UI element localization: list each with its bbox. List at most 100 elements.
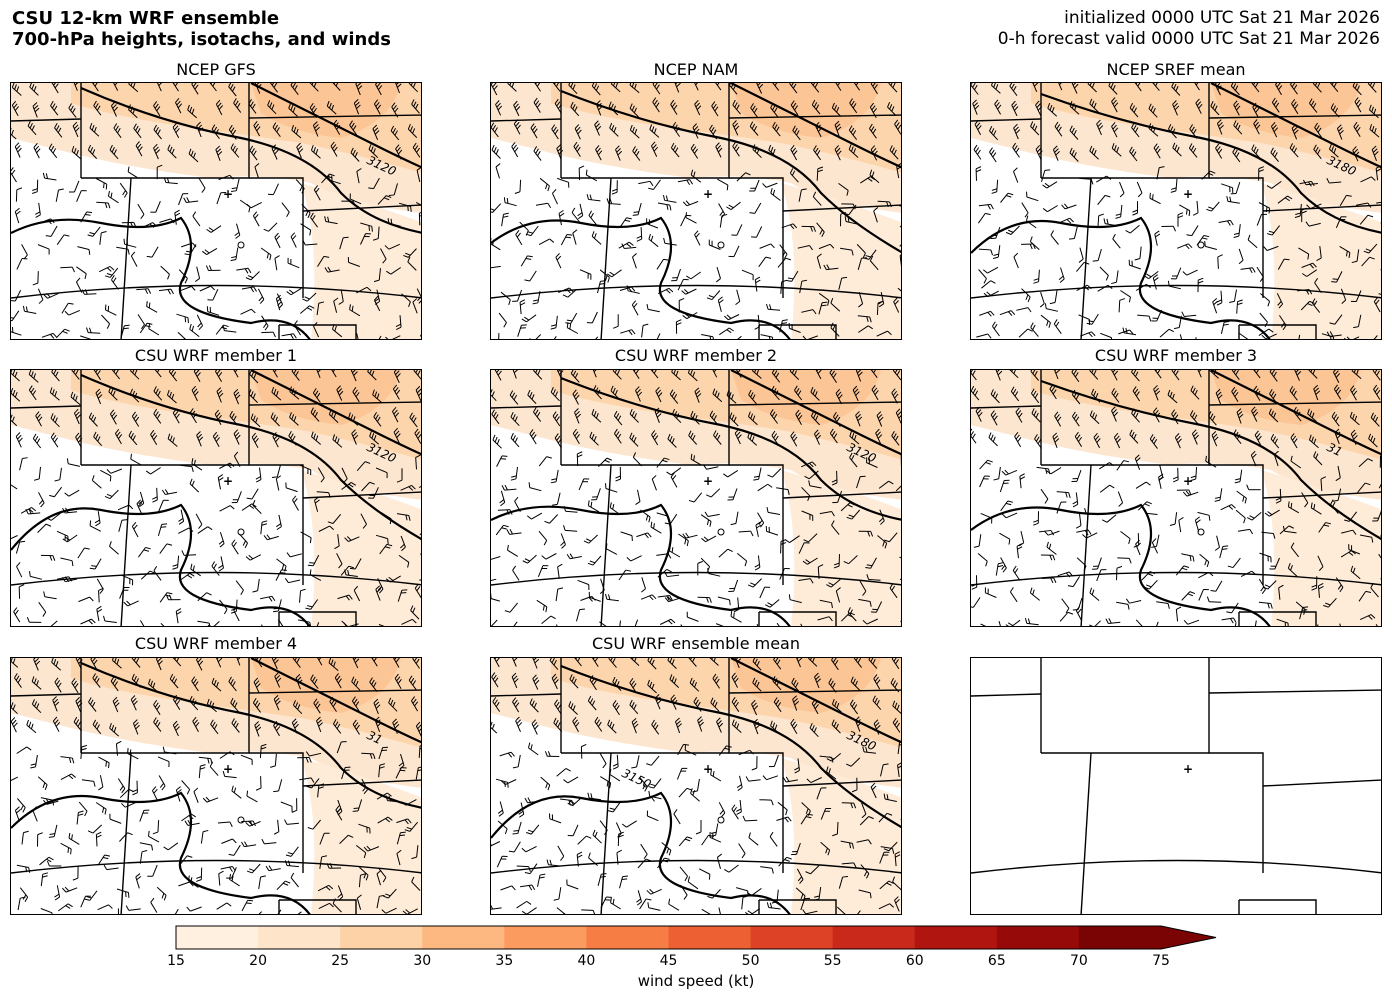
wind-barb: [1049, 290, 1058, 305]
wind-barb: [218, 870, 224, 886]
wind-barb: [78, 801, 88, 817]
wind-barb: [990, 410, 998, 426]
wind-barb: [499, 751, 515, 758]
wind-barb: [31, 699, 42, 714]
wind-barb: [1375, 624, 1381, 626]
wind-barb: [1351, 370, 1362, 379]
wind-barb: [226, 867, 237, 879]
wind-barb: [392, 407, 400, 423]
wind-barb: [135, 141, 143, 157]
wind-barb: [98, 775, 104, 791]
colorbar-segment: [1078, 926, 1162, 949]
wind-barb: [563, 525, 578, 532]
wind-barb: [648, 233, 659, 248]
wind-barb: [98, 587, 104, 603]
wind-barb: [571, 207, 580, 223]
wind-barb: [813, 429, 822, 445]
wind-barb: [254, 163, 260, 179]
wind-barb: [91, 475, 102, 489]
wind-barb: [358, 873, 366, 888]
wind-barb: [157, 756, 170, 767]
wind-barb: [576, 451, 583, 466]
wind-barb: [292, 658, 301, 668]
wind-barb: [336, 385, 344, 401]
wind-barb: [1054, 121, 1063, 137]
wind-barb: [978, 269, 987, 284]
wind-barb: [231, 178, 240, 193]
state-boundary: [782, 491, 901, 499]
wind-barb: [370, 658, 378, 667]
panel-title: CSU WRF member 3: [1094, 346, 1258, 365]
wind-barb: [87, 226, 101, 237]
wind-barb: [732, 141, 740, 157]
wind-barb: [801, 309, 817, 315]
wind-barb: [831, 698, 842, 713]
wind-barb: [38, 602, 47, 617]
wind-barb: [245, 554, 262, 561]
wind-barb: [682, 532, 698, 539]
wind-barb: [87, 824, 103, 834]
wind-barb: [222, 771, 237, 779]
wind-barb: [1021, 202, 1029, 218]
wind-barb: [632, 370, 640, 379]
wind-barb: [1275, 83, 1283, 96]
height-contour: [80, 661, 421, 809]
wind-barb: [411, 99, 420, 114]
wind-barb: [1128, 259, 1141, 270]
wind-barb: [689, 677, 700, 692]
state-boundary: [279, 899, 357, 914]
wind-barb: [52, 696, 60, 712]
wind-barb: [193, 787, 199, 803]
wind-barb: [979, 310, 995, 317]
wind-barb: [202, 247, 218, 256]
wind-barb: [688, 658, 697, 667]
state-boundary: [1209, 177, 1264, 298]
wind-barb: [318, 902, 334, 910]
wind-barb: [1132, 201, 1138, 216]
wind-barb: [595, 145, 603, 161]
wind-barb: [292, 700, 303, 715]
wind-barb: [72, 83, 80, 91]
wind-barb: [1131, 370, 1140, 382]
wind-barb: [183, 197, 199, 203]
wind-barb: [492, 434, 502, 449]
wind-barb: [1170, 267, 1182, 280]
wind-barb: [605, 593, 619, 602]
wind-barb: [521, 907, 537, 914]
colorbar-tick-label: 15: [167, 953, 185, 969]
wind-barb: [1216, 119, 1224, 135]
wind-barb: [1172, 467, 1179, 483]
wind-barb: [971, 83, 979, 95]
wind-barb: [669, 674, 680, 688]
wind-barb: [710, 769, 722, 782]
wind-barb: [64, 489, 80, 497]
wind-barb: [1067, 576, 1081, 588]
wind-barb: [613, 428, 622, 444]
wind-barb: [206, 225, 222, 233]
wind-barb: [848, 125, 858, 141]
wind-barb: [286, 287, 302, 296]
wind-barb: [552, 83, 561, 92]
wind-barb: [892, 370, 901, 381]
wind-barb: [880, 846, 895, 854]
wind-barb: [856, 475, 866, 489]
height-contour: [730, 658, 901, 744]
wind-barb: [217, 474, 224, 490]
wind-barb: [192, 211, 201, 227]
wind-barb: [356, 894, 362, 910]
wind-barb: [396, 849, 402, 866]
wind-barb: [14, 142, 22, 158]
state-boundary: [1080, 752, 1092, 914]
wind-barb: [209, 761, 219, 776]
wind-barb: [292, 495, 299, 511]
wind-barb: [86, 327, 101, 334]
wind-barb: [786, 270, 799, 282]
state-boundary: [728, 401, 901, 406]
wind-barb: [816, 253, 822, 269]
wind-barb: [1221, 617, 1237, 624]
wind-barb: [97, 904, 113, 911]
wind-barb: [11, 776, 19, 783]
wind-barb: [670, 142, 680, 158]
state-boundary: [728, 689, 901, 694]
wind-barb: [1198, 588, 1209, 601]
